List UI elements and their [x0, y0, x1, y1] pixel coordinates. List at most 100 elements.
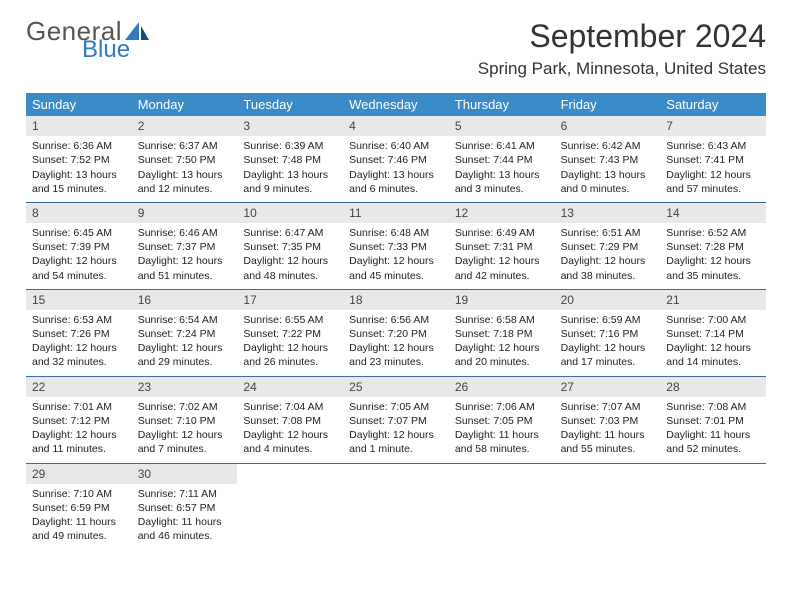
sunset-line: Sunset: 7:43 PM [561, 153, 655, 167]
day-number: 1 [26, 116, 132, 136]
sunrise-line: Sunrise: 7:10 AM [32, 487, 126, 501]
sunrise-line: Sunrise: 6:49 AM [455, 226, 549, 240]
sunrise-line: Sunrise: 6:48 AM [349, 226, 443, 240]
dow-cell: Tuesday [237, 93, 343, 116]
dow-cell: Wednesday [343, 93, 449, 116]
sunset-line: Sunset: 7:31 PM [455, 240, 549, 254]
calendar-weeks: 1Sunrise: 6:36 AMSunset: 7:52 PMDaylight… [26, 116, 766, 549]
sunrise-line: Sunrise: 6:54 AM [138, 313, 232, 327]
title-block: September 2024 Spring Park, Minnesota, U… [478, 18, 766, 79]
day-number: 21 [660, 290, 766, 310]
day-number: 13 [555, 203, 661, 223]
sunset-line: Sunset: 7:39 PM [32, 240, 126, 254]
sunset-line: Sunset: 7:41 PM [666, 153, 760, 167]
sunset-line: Sunset: 7:10 PM [138, 414, 232, 428]
sunrise-line: Sunrise: 7:11 AM [138, 487, 232, 501]
day-cell: 5Sunrise: 6:41 AMSunset: 7:44 PMDaylight… [449, 116, 555, 202]
day-cell: 14Sunrise: 6:52 AMSunset: 7:28 PMDayligh… [660, 203, 766, 289]
day-cell: 8Sunrise: 6:45 AMSunset: 7:39 PMDaylight… [26, 203, 132, 289]
day-body: Sunrise: 7:11 AMSunset: 6:57 PMDaylight:… [132, 484, 238, 550]
sunset-line: Sunset: 7:05 PM [455, 414, 549, 428]
day-body: Sunrise: 7:02 AMSunset: 7:10 PMDaylight:… [132, 397, 238, 463]
day-body: Sunrise: 6:43 AMSunset: 7:41 PMDaylight:… [660, 136, 766, 202]
day-cell: 29Sunrise: 7:10 AMSunset: 6:59 PMDayligh… [26, 464, 132, 550]
day-body: Sunrise: 6:40 AMSunset: 7:46 PMDaylight:… [343, 136, 449, 202]
day-cell: 26Sunrise: 7:06 AMSunset: 7:05 PMDayligh… [449, 377, 555, 463]
day-body: Sunrise: 6:55 AMSunset: 7:22 PMDaylight:… [237, 310, 343, 376]
day-number: 29 [26, 464, 132, 484]
day-number: 25 [343, 377, 449, 397]
sunrise-line: Sunrise: 7:00 AM [666, 313, 760, 327]
calendar: SundayMondayTuesdayWednesdayThursdayFrid… [26, 93, 766, 549]
sunset-line: Sunset: 7:07 PM [349, 414, 443, 428]
day-body: Sunrise: 7:05 AMSunset: 7:07 PMDaylight:… [343, 397, 449, 463]
day-cell: 18Sunrise: 6:56 AMSunset: 7:20 PMDayligh… [343, 290, 449, 376]
sunset-line: Sunset: 7:50 PM [138, 153, 232, 167]
sunrise-line: Sunrise: 7:02 AM [138, 400, 232, 414]
day-cell: 24Sunrise: 7:04 AMSunset: 7:08 PMDayligh… [237, 377, 343, 463]
daylight-line: Daylight: 12 hours and 26 minutes. [243, 341, 337, 369]
logo: General Blue [26, 18, 151, 62]
daylight-line: Daylight: 13 hours and 3 minutes. [455, 168, 549, 196]
day-body: Sunrise: 6:37 AMSunset: 7:50 PMDaylight:… [132, 136, 238, 202]
sunrise-line: Sunrise: 6:46 AM [138, 226, 232, 240]
daylight-line: Daylight: 13 hours and 9 minutes. [243, 168, 337, 196]
day-number: 5 [449, 116, 555, 136]
day-number: 22 [26, 377, 132, 397]
day-body: Sunrise: 6:46 AMSunset: 7:37 PMDaylight:… [132, 223, 238, 289]
daylight-line: Daylight: 12 hours and 29 minutes. [138, 341, 232, 369]
day-body: Sunrise: 6:59 AMSunset: 7:16 PMDaylight:… [555, 310, 661, 376]
sunrise-line: Sunrise: 6:43 AM [666, 139, 760, 153]
sunrise-line: Sunrise: 6:59 AM [561, 313, 655, 327]
week-row: 29Sunrise: 7:10 AMSunset: 6:59 PMDayligh… [26, 464, 766, 550]
day-body: Sunrise: 6:48 AMSunset: 7:33 PMDaylight:… [343, 223, 449, 289]
daylight-line: Daylight: 12 hours and 54 minutes. [32, 254, 126, 282]
logo-text-blue: Blue [82, 38, 130, 62]
day-cell: 17Sunrise: 6:55 AMSunset: 7:22 PMDayligh… [237, 290, 343, 376]
sunset-line: Sunset: 6:57 PM [138, 501, 232, 515]
dow-cell: Saturday [660, 93, 766, 116]
sunrise-line: Sunrise: 7:07 AM [561, 400, 655, 414]
day-cell: 27Sunrise: 7:07 AMSunset: 7:03 PMDayligh… [555, 377, 661, 463]
day-body: Sunrise: 6:58 AMSunset: 7:18 PMDaylight:… [449, 310, 555, 376]
day-body: Sunrise: 6:42 AMSunset: 7:43 PMDaylight:… [555, 136, 661, 202]
day-cell-empty [660, 464, 766, 550]
daylight-line: Daylight: 12 hours and 45 minutes. [349, 254, 443, 282]
dow-cell: Sunday [26, 93, 132, 116]
daylight-line: Daylight: 11 hours and 49 minutes. [32, 515, 126, 543]
day-cell: 4Sunrise: 6:40 AMSunset: 7:46 PMDaylight… [343, 116, 449, 202]
week-row: 22Sunrise: 7:01 AMSunset: 7:12 PMDayligh… [26, 377, 766, 464]
day-number: 8 [26, 203, 132, 223]
day-cell: 2Sunrise: 6:37 AMSunset: 7:50 PMDaylight… [132, 116, 238, 202]
day-of-week-header: SundayMondayTuesdayWednesdayThursdayFrid… [26, 93, 766, 116]
sunrise-line: Sunrise: 6:56 AM [349, 313, 443, 327]
day-number: 6 [555, 116, 661, 136]
daylight-line: Daylight: 11 hours and 46 minutes. [138, 515, 232, 543]
sunrise-line: Sunrise: 7:04 AM [243, 400, 337, 414]
day-number: 16 [132, 290, 238, 310]
day-cell: 13Sunrise: 6:51 AMSunset: 7:29 PMDayligh… [555, 203, 661, 289]
dow-cell: Friday [555, 93, 661, 116]
day-number: 15 [26, 290, 132, 310]
sunset-line: Sunset: 7:01 PM [666, 414, 760, 428]
day-body: Sunrise: 6:51 AMSunset: 7:29 PMDaylight:… [555, 223, 661, 289]
sunrise-line: Sunrise: 6:41 AM [455, 139, 549, 153]
day-cell-empty [343, 464, 449, 550]
day-number: 19 [449, 290, 555, 310]
daylight-line: Daylight: 13 hours and 6 minutes. [349, 168, 443, 196]
sunset-line: Sunset: 7:16 PM [561, 327, 655, 341]
day-number: 27 [555, 377, 661, 397]
sunset-line: Sunset: 7:08 PM [243, 414, 337, 428]
day-cell-empty [449, 464, 555, 550]
daylight-line: Daylight: 12 hours and 20 minutes. [455, 341, 549, 369]
day-body: Sunrise: 6:45 AMSunset: 7:39 PMDaylight:… [26, 223, 132, 289]
day-number: 12 [449, 203, 555, 223]
day-cell: 6Sunrise: 6:42 AMSunset: 7:43 PMDaylight… [555, 116, 661, 202]
daylight-line: Daylight: 13 hours and 12 minutes. [138, 168, 232, 196]
dow-cell: Monday [132, 93, 238, 116]
day-cell: 25Sunrise: 7:05 AMSunset: 7:07 PMDayligh… [343, 377, 449, 463]
sunrise-line: Sunrise: 6:53 AM [32, 313, 126, 327]
day-cell: 22Sunrise: 7:01 AMSunset: 7:12 PMDayligh… [26, 377, 132, 463]
day-number: 23 [132, 377, 238, 397]
day-body: Sunrise: 6:56 AMSunset: 7:20 PMDaylight:… [343, 310, 449, 376]
